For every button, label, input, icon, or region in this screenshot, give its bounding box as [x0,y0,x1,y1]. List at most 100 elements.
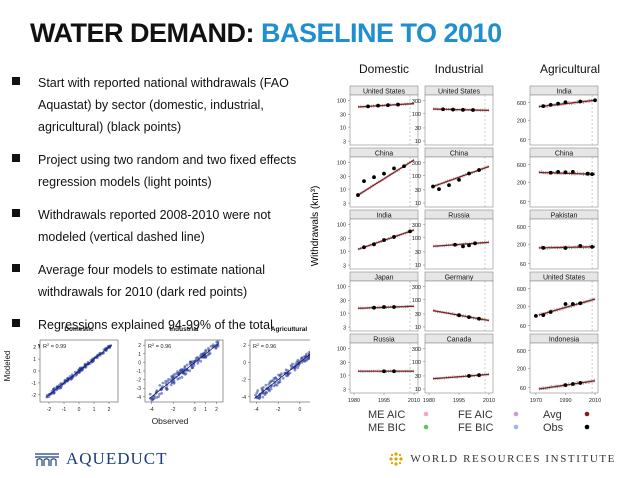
model-series-line [432,240,490,248]
observed-point [408,229,412,234]
fit-line [149,343,219,399]
observed-point [563,383,568,388]
model-fit-point [172,380,176,384]
y-tick-label: 100 [412,360,421,366]
model-fit-point [158,392,161,396]
model-fit-title: Industrial [169,326,198,333]
y-tick-label: 3 [343,263,346,269]
wri-logo-icon [389,452,403,466]
model-fit-point [308,355,310,359]
model-fit-point [164,382,168,385]
x-tick-label: 1980 [348,398,360,404]
fit-line [45,344,113,398]
model-fit-point [157,395,161,398]
y-tick-label: 300 [412,161,421,167]
y-tick-label: 10 [340,187,346,193]
legend-swatch [584,424,590,430]
panel-frame [424,280,494,332]
model-x-tick-label: -2 [171,407,176,413]
panel-title: United States [438,88,481,95]
y-tick-label: 100 [337,223,346,229]
model-series-line [432,164,490,187]
x-tick-label: 2010 [483,398,495,404]
y-tick-label: 30 [415,312,421,318]
y-tick-label: 3 [343,201,346,207]
model-fit-point [180,375,184,379]
bullet-square-icon [12,77,20,85]
model-fit-point [216,344,220,348]
y-tick-label: 60 [520,324,526,330]
bullet-item: Project using two random and two fixed e… [12,149,312,193]
model-fit-point [160,392,164,395]
y-tick-label: 300 [412,285,421,291]
observed-point [471,108,475,112]
model-fit-point [291,362,294,366]
legend-label: Avg [543,409,562,421]
panel-title: Indonesia [549,336,579,343]
panel-title: Germany [445,274,474,281]
wri-logo: WORLD RESOURCES INSTITUTE [388,451,616,467]
observed-point [548,102,553,107]
model-series-line [357,369,415,374]
model-y-tick-label: 1 [138,352,141,358]
y-tick-label: 100 [337,161,346,167]
observed-point [578,301,583,306]
y-tick-label: 10 [340,373,346,379]
panel-11: Germany 300 100 30 10 [412,271,494,332]
panel-10: Japan 100 30 10 3 [337,271,419,332]
observed-point [392,166,396,171]
legend-swatch [513,424,519,430]
legend-label: ME AIC [368,409,405,421]
model-fit-point [158,384,162,387]
model-fit-point [207,352,211,356]
observed-point [541,245,546,250]
y-tick-label: 600 [517,101,526,107]
aqueduct-logo-icon [35,453,59,466]
observed-point [467,374,471,378]
observed-point [578,244,583,248]
model-fit-frame [249,339,310,403]
panel-2: United States 300 100 30 10 [412,85,494,146]
model-fit-point [185,369,189,372]
y-tick-label: 10 [415,201,421,207]
y-tick-label: 30 [340,299,346,305]
model-y-tick-label: 2 [33,345,36,351]
model-fit-point [98,352,102,355]
y-tick-label: 10 [340,125,346,131]
y-tick-label: 60 [520,262,526,268]
model-fit-point [169,383,173,387]
model-fit-point [150,398,154,402]
panel-12: United States 600 200 60 [517,271,599,332]
observed-point [590,172,594,177]
bullet-item: Withdrawals reported 2008-2010 were not … [12,204,312,248]
observed-point [402,164,406,169]
y-tick-label: 100 [412,112,421,118]
panel-4: China 100 30 10 3 [337,147,419,208]
panel-3: India 600 200 60 [517,85,599,146]
observed-point [570,382,575,386]
observed-point [392,369,396,374]
title-part-2: BASELINE TO 2010 [261,18,502,48]
y-tick-label: 30 [340,361,346,367]
observed-point [386,103,390,107]
y-tick-label: 60 [520,386,526,392]
model-fit-title: Agricultural [271,326,308,333]
model-fit-point [296,366,299,370]
model-fit-point [73,370,77,374]
observed-point [477,168,481,172]
model-x-tick-label: -2 [276,407,281,413]
observed-point [382,171,386,176]
wri-logo-text: WORLD RESOURCES INSTITUTE [410,453,616,465]
observed-point [457,177,461,182]
model-y-tick-label: 2 [138,343,141,349]
bullet-text: Average four models to estimate national… [38,263,265,299]
observed-point [477,316,481,321]
model-fit-panel-1: Domestic R2 = 0.99 2 1 0 -1 -2 -2 -1 0 1 2 [32,326,119,413]
observed-point [563,246,568,250]
y-tick-label: 200 [517,242,526,248]
model-x-tick-label: -4 [149,407,154,413]
model-fit-point [188,369,192,373]
model-series-line [357,304,415,310]
